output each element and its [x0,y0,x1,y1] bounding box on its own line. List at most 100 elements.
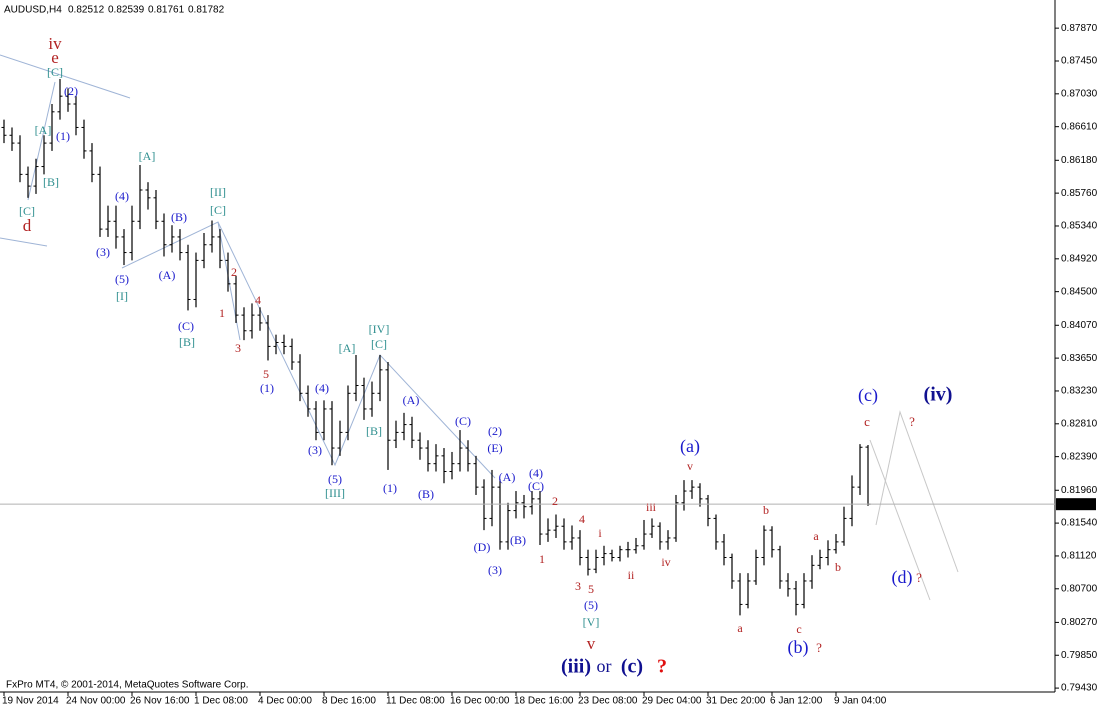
wave-label: (3) [308,443,322,457]
x-tick-label: 9 Jan 04:00 [834,696,887,707]
wave-label: 4 [255,293,261,307]
x-tick-label: 24 Nov 00:00 [66,696,126,707]
y-tick-label: 0.84500 [1061,286,1097,297]
wave-label: [B] [366,424,382,438]
wave-label: (A) [403,393,420,407]
y-tick-label: 0.84920 [1061,253,1097,264]
wave-label: ii [628,568,635,582]
wave-label: (b) [788,637,809,658]
wave-label: (1) [260,381,274,395]
wave-label: [II] [210,185,226,199]
wave-label: (B) [171,210,187,224]
wave-label: [C] [19,204,35,218]
wave-label: ? [916,570,922,585]
x-tick-label: 18 Dec 16:00 [514,696,574,707]
wave-label: (4) [315,381,329,395]
y-tick-label: 0.87870 [1061,23,1097,34]
trend-lines [0,54,959,601]
y-tick-label: 0.87030 [1061,88,1097,99]
wave-label: (a) [680,436,700,457]
wave-label: e [51,48,59,67]
wave-label: (E) [487,441,502,455]
wave-label: (iii) [561,656,591,678]
wave-label: (2) [64,84,78,98]
footer: FxPro MT4, © 2001-2014, MetaQuotes Softw… [6,680,248,691]
wave-label: [I] [116,289,128,303]
wave-label: iv [661,555,670,569]
wave-label: (4) [115,189,129,203]
wave-label: iii [646,500,657,514]
trend-line [0,54,131,99]
y-tick-label: 0.86610 [1061,121,1097,132]
price-tag-label: 0.81782 [1059,499,1096,510]
y-tick-label: 0.79430 [1061,683,1097,694]
wave-label: (2) [488,424,502,438]
wave-label: 2 [231,265,237,279]
x-tick-label: 4 Dec 00:00 [258,696,312,707]
y-tick-label: 0.81960 [1061,485,1097,496]
wave-labels: ive[C](2)[A] (1)[B][C]d[A](4) [II][C](B)(3… [19,34,952,678]
wave-label: or [597,656,612,676]
wave-label: 1 [539,552,545,566]
wave-label: [A] [139,149,156,163]
chart-title: AUDUSD,H4 [4,5,62,16]
wave-label: [B] [43,175,59,189]
price-tag [1056,498,1096,511]
wave-label: 5 [588,582,594,596]
y-tick-label: 0.83650 [1061,353,1097,364]
y-tick-label: 0.87450 [1061,56,1097,67]
x-tick-label: 29 Dec 04:00 [642,696,702,707]
trend-line [0,237,48,247]
y-tick-label: 0.80700 [1061,583,1097,594]
projection-line [875,410,959,573]
wave-label: i [598,526,602,540]
x-tick-label: 26 Nov 16:00 [130,696,190,707]
x-tick-label: 6 Jan 12:00 [770,696,823,707]
wave-label: (1) [383,481,397,495]
wave-label: c [796,622,801,636]
y-tick-label: 0.81540 [1061,518,1097,529]
wave-label: 1 [219,306,225,320]
wave-line [121,221,496,479]
y-tick-label: 0.84070 [1061,320,1097,331]
y-tick-label: 0.82810 [1061,418,1097,429]
wave-label: [V] [583,615,600,629]
wave-label: (5) [328,472,342,486]
wave-label: (5) [115,272,129,286]
wave-label: (C) [178,319,194,333]
wave-label: v [587,634,596,653]
wave-label: v [687,459,693,473]
wave-label: 5 [263,367,269,381]
y-tick-label: 0.83230 [1061,386,1097,397]
x-tick-label: 16 Dec 00:00 [450,696,510,707]
wave-label: (B) [418,487,434,501]
wave-label: 3 [235,341,241,355]
x-tick-label: 1 Dec 08:00 [194,696,248,707]
y-tick-label: 0.81120 [1061,551,1097,562]
wave-label: (c) [621,656,643,678]
y-tick-label: 0.79850 [1061,650,1097,661]
wave-label: ? [657,656,667,678]
wave-label: [C] [47,65,63,79]
wave-label: (C) [455,414,471,428]
wave-label: [C] [371,337,387,351]
wave-label: c [864,414,870,429]
wave-label: (4) [529,466,543,480]
header-high: 0.82539 [108,5,145,16]
wave-label: (c) [858,385,878,406]
wave-label: iv [48,34,62,53]
wave-label: [A] [35,123,52,137]
wave-label: [III] [325,486,345,500]
header-close: 0.81782 [188,5,225,16]
x-tick-label: 11 Dec 08:00 [386,696,445,707]
wave-label: a [737,621,743,635]
wave-label: (C) [528,479,544,493]
bars [1,78,871,616]
header-open: 0.82512 [68,5,105,16]
wave-line [27,81,56,201]
wave-label: [C] [210,203,226,217]
x-tick-label: 19 Nov 2014 [2,696,59,707]
